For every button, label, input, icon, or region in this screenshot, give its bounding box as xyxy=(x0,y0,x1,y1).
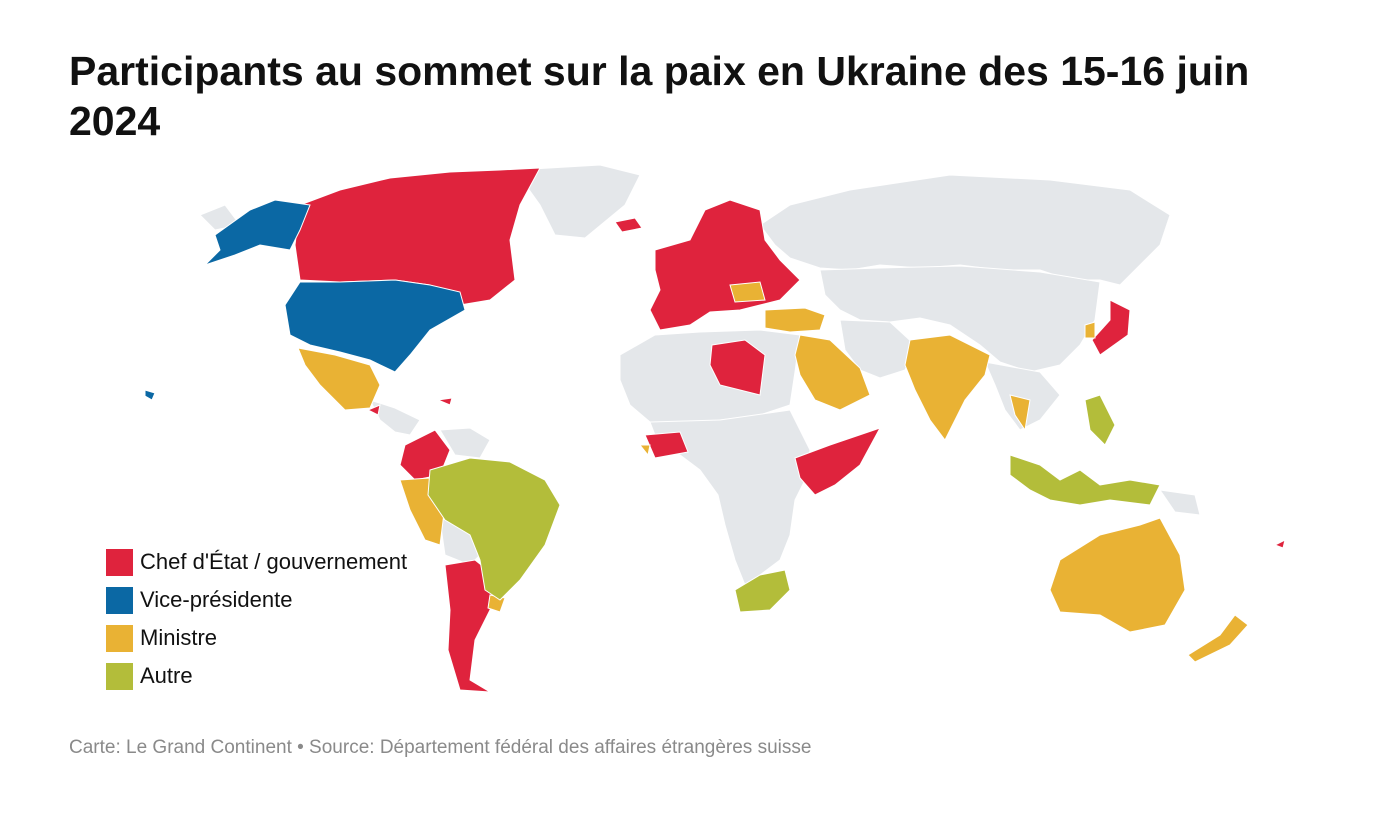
region-se-asia xyxy=(984,361,1061,431)
source-credit: Carte: Le Grand Continent • Source: Dépa… xyxy=(69,737,812,758)
non-participant-countries xyxy=(199,164,1201,586)
region-iran-pakistan xyxy=(839,319,916,379)
world-map xyxy=(144,164,1286,693)
region-somalia-kenya xyxy=(794,427,882,496)
region-south-africa xyxy=(734,569,791,613)
region-canada xyxy=(294,167,541,306)
region-korea xyxy=(1084,321,1096,339)
region-brazil xyxy=(427,457,561,601)
region-hawaii xyxy=(144,389,156,401)
region-libya xyxy=(709,339,766,396)
legend-item-autre: Autre xyxy=(106,657,407,695)
ministre-countries xyxy=(297,281,1249,663)
region-venezuela xyxy=(439,427,491,459)
region-usa xyxy=(284,279,466,373)
map-legend: Chef d'État / gouvernement Vice-présiden… xyxy=(106,543,407,695)
legend-label-vp: Vice-présidente xyxy=(140,587,293,612)
vp-countries xyxy=(144,199,466,401)
region-india xyxy=(904,334,991,441)
region-iceland xyxy=(614,217,643,233)
legend-label-ministre: Ministre xyxy=(140,625,218,650)
region-indonesia xyxy=(1009,454,1161,506)
region-arabia xyxy=(794,334,871,411)
legend-item-ministre: Ministre xyxy=(106,619,407,657)
region-turkey xyxy=(764,307,826,333)
legend-label-chef: Chef d'État / gouvernement xyxy=(140,549,408,574)
region-philippines xyxy=(1084,394,1116,446)
region-australia xyxy=(1049,517,1186,633)
region-north-africa xyxy=(619,329,801,426)
region-alaska xyxy=(204,199,311,266)
legend-swatch-vp xyxy=(106,586,133,614)
region-mexico xyxy=(297,347,381,411)
autre-countries xyxy=(427,394,1161,613)
legend-item-chef: Chef d'État / gouvernement xyxy=(106,543,407,581)
legend-swatch-chef xyxy=(106,548,133,576)
legend-item-vp: Vice-présidente xyxy=(106,581,407,619)
region-guatemala xyxy=(366,404,381,416)
region-cape-verde xyxy=(638,444,651,457)
region-japan xyxy=(1091,299,1131,356)
region-fiji xyxy=(1273,539,1286,549)
region-central-america xyxy=(369,399,421,436)
legend-label-autre: Autre xyxy=(140,663,193,688)
region-cote-divoire xyxy=(644,431,689,459)
legend-swatch-ministre xyxy=(106,624,133,652)
region-new-zealand xyxy=(1187,614,1249,663)
map-title: Participants au sommet sur la paix en Uk… xyxy=(69,48,1250,144)
region-png xyxy=(1158,489,1201,516)
region-dominican-rep xyxy=(436,397,453,406)
region-thailand xyxy=(1009,394,1031,432)
legend-swatch-autre xyxy=(106,662,133,690)
region-balkans xyxy=(729,281,766,303)
chef-countries xyxy=(294,167,1286,693)
region-greenland xyxy=(514,164,641,239)
